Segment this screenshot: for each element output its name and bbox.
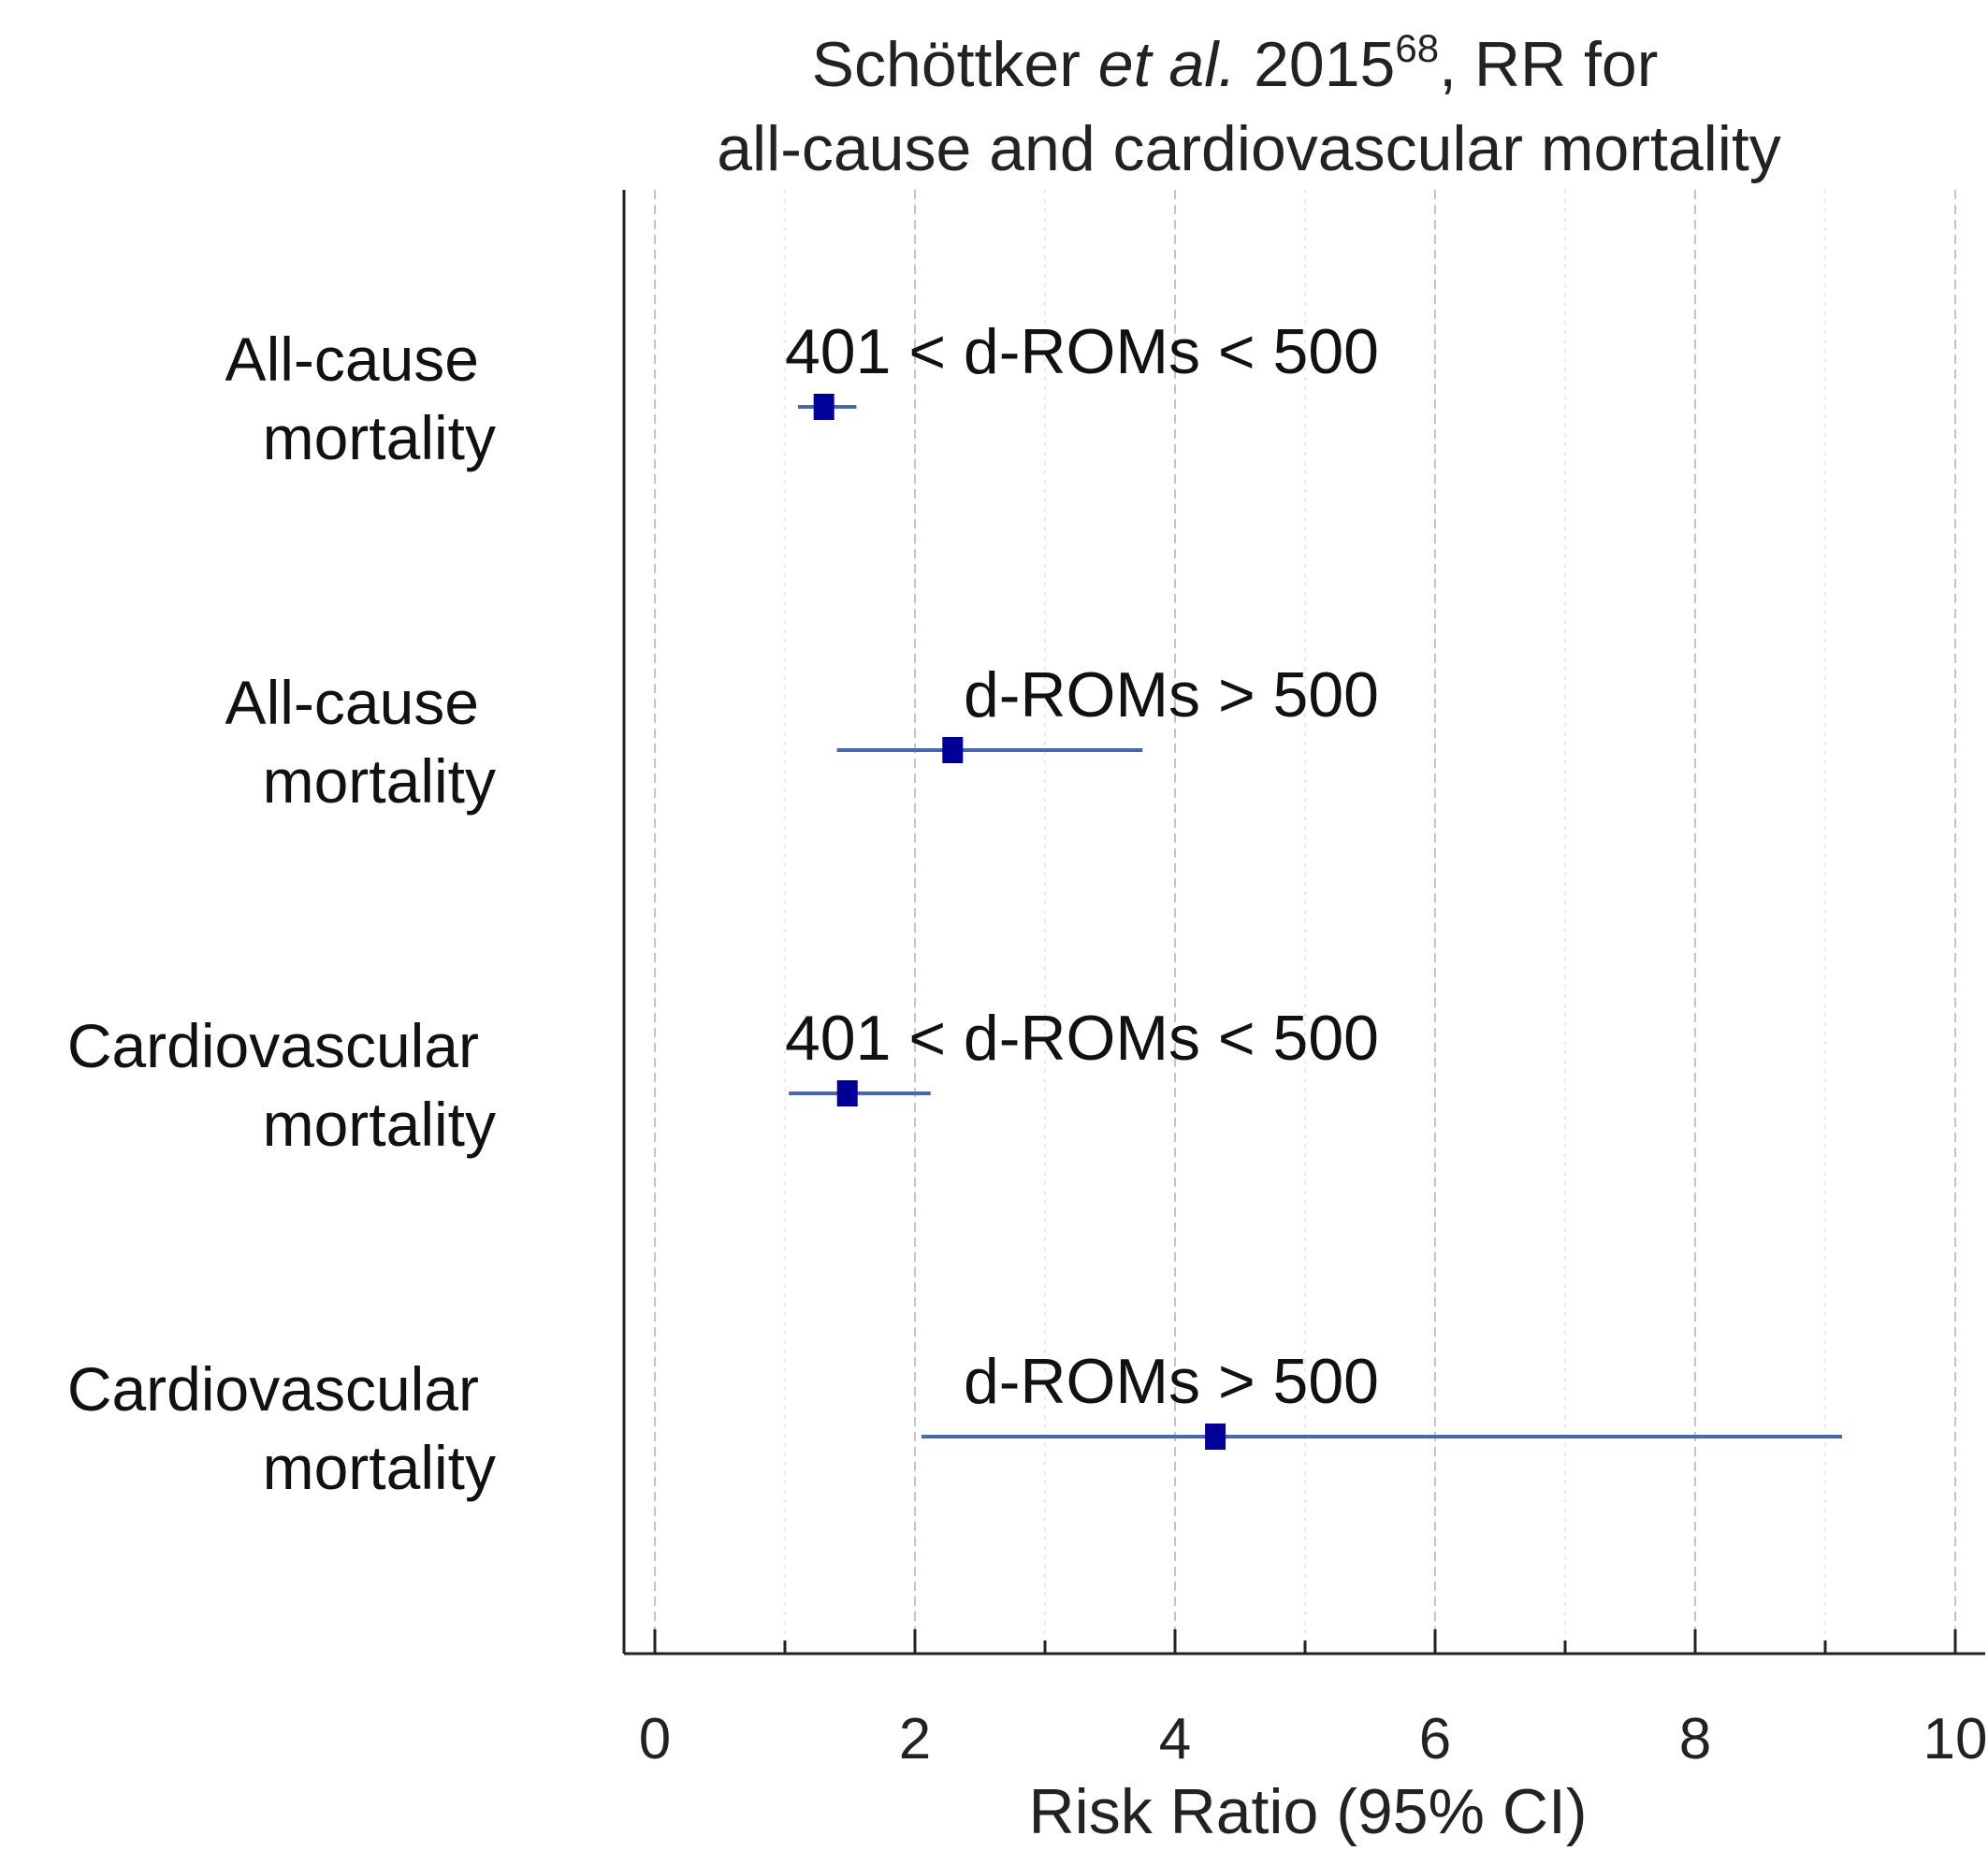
point-estimate-marker: [942, 737, 964, 763]
point-estimate-marker: [1205, 1424, 1226, 1450]
row-annotation: 401 < d-ROMs < 500: [785, 316, 1379, 387]
row-label-line1: Cardiovascular: [67, 1354, 479, 1424]
forest-row: All-cause mortality d-ROMs > 500: [225, 659, 1379, 816]
point-estimate-marker: [813, 394, 834, 420]
chart-title-line2: all-cause and cardiovascular mortality: [717, 113, 1781, 184]
x-tick-label: 0: [639, 1707, 671, 1771]
x-tick-label: 8: [1679, 1707, 1711, 1771]
x-tick-label: 4: [1159, 1707, 1191, 1771]
row-label-line2: mortality: [263, 1090, 496, 1159]
x-tick-label: 2: [899, 1707, 931, 1771]
chart-title-line1: Schöttker et al. 201568, RR for: [812, 26, 1659, 100]
x-axis-ticks: 0 2 4 6 8 10: [639, 1629, 1988, 1771]
row-label-line2: mortality: [263, 1433, 496, 1502]
row-label-line1: All-cause: [225, 668, 479, 737]
x-axis-label: Risk Ratio (95% CI): [1028, 1776, 1587, 1847]
grid-lines: [654, 190, 1956, 1654]
forest-row: Cardiovascular mortality d-ROMs > 500: [67, 1346, 1843, 1502]
row-label-line2: mortality: [263, 746, 496, 816]
row-label-line1: All-cause: [225, 325, 479, 394]
x-tick-label: 10: [1923, 1707, 1988, 1771]
point-estimate-marker: [836, 1080, 858, 1106]
x-tick-label: 6: [1419, 1707, 1451, 1771]
row-annotation: 401 < d-ROMs < 500: [785, 1003, 1379, 1074]
row-label-line2: mortality: [263, 403, 496, 472]
row-annotation: d-ROMs > 500: [964, 659, 1379, 730]
forest-row: All-cause mortality 401 < d-ROMs < 500: [225, 316, 1379, 472]
row-annotation: d-ROMs > 500: [964, 1346, 1379, 1417]
row-label-line1: Cardiovascular: [67, 1011, 479, 1080]
forest-row: Cardiovascular mortality 401 < d-ROMs < 50…: [67, 1003, 1379, 1159]
